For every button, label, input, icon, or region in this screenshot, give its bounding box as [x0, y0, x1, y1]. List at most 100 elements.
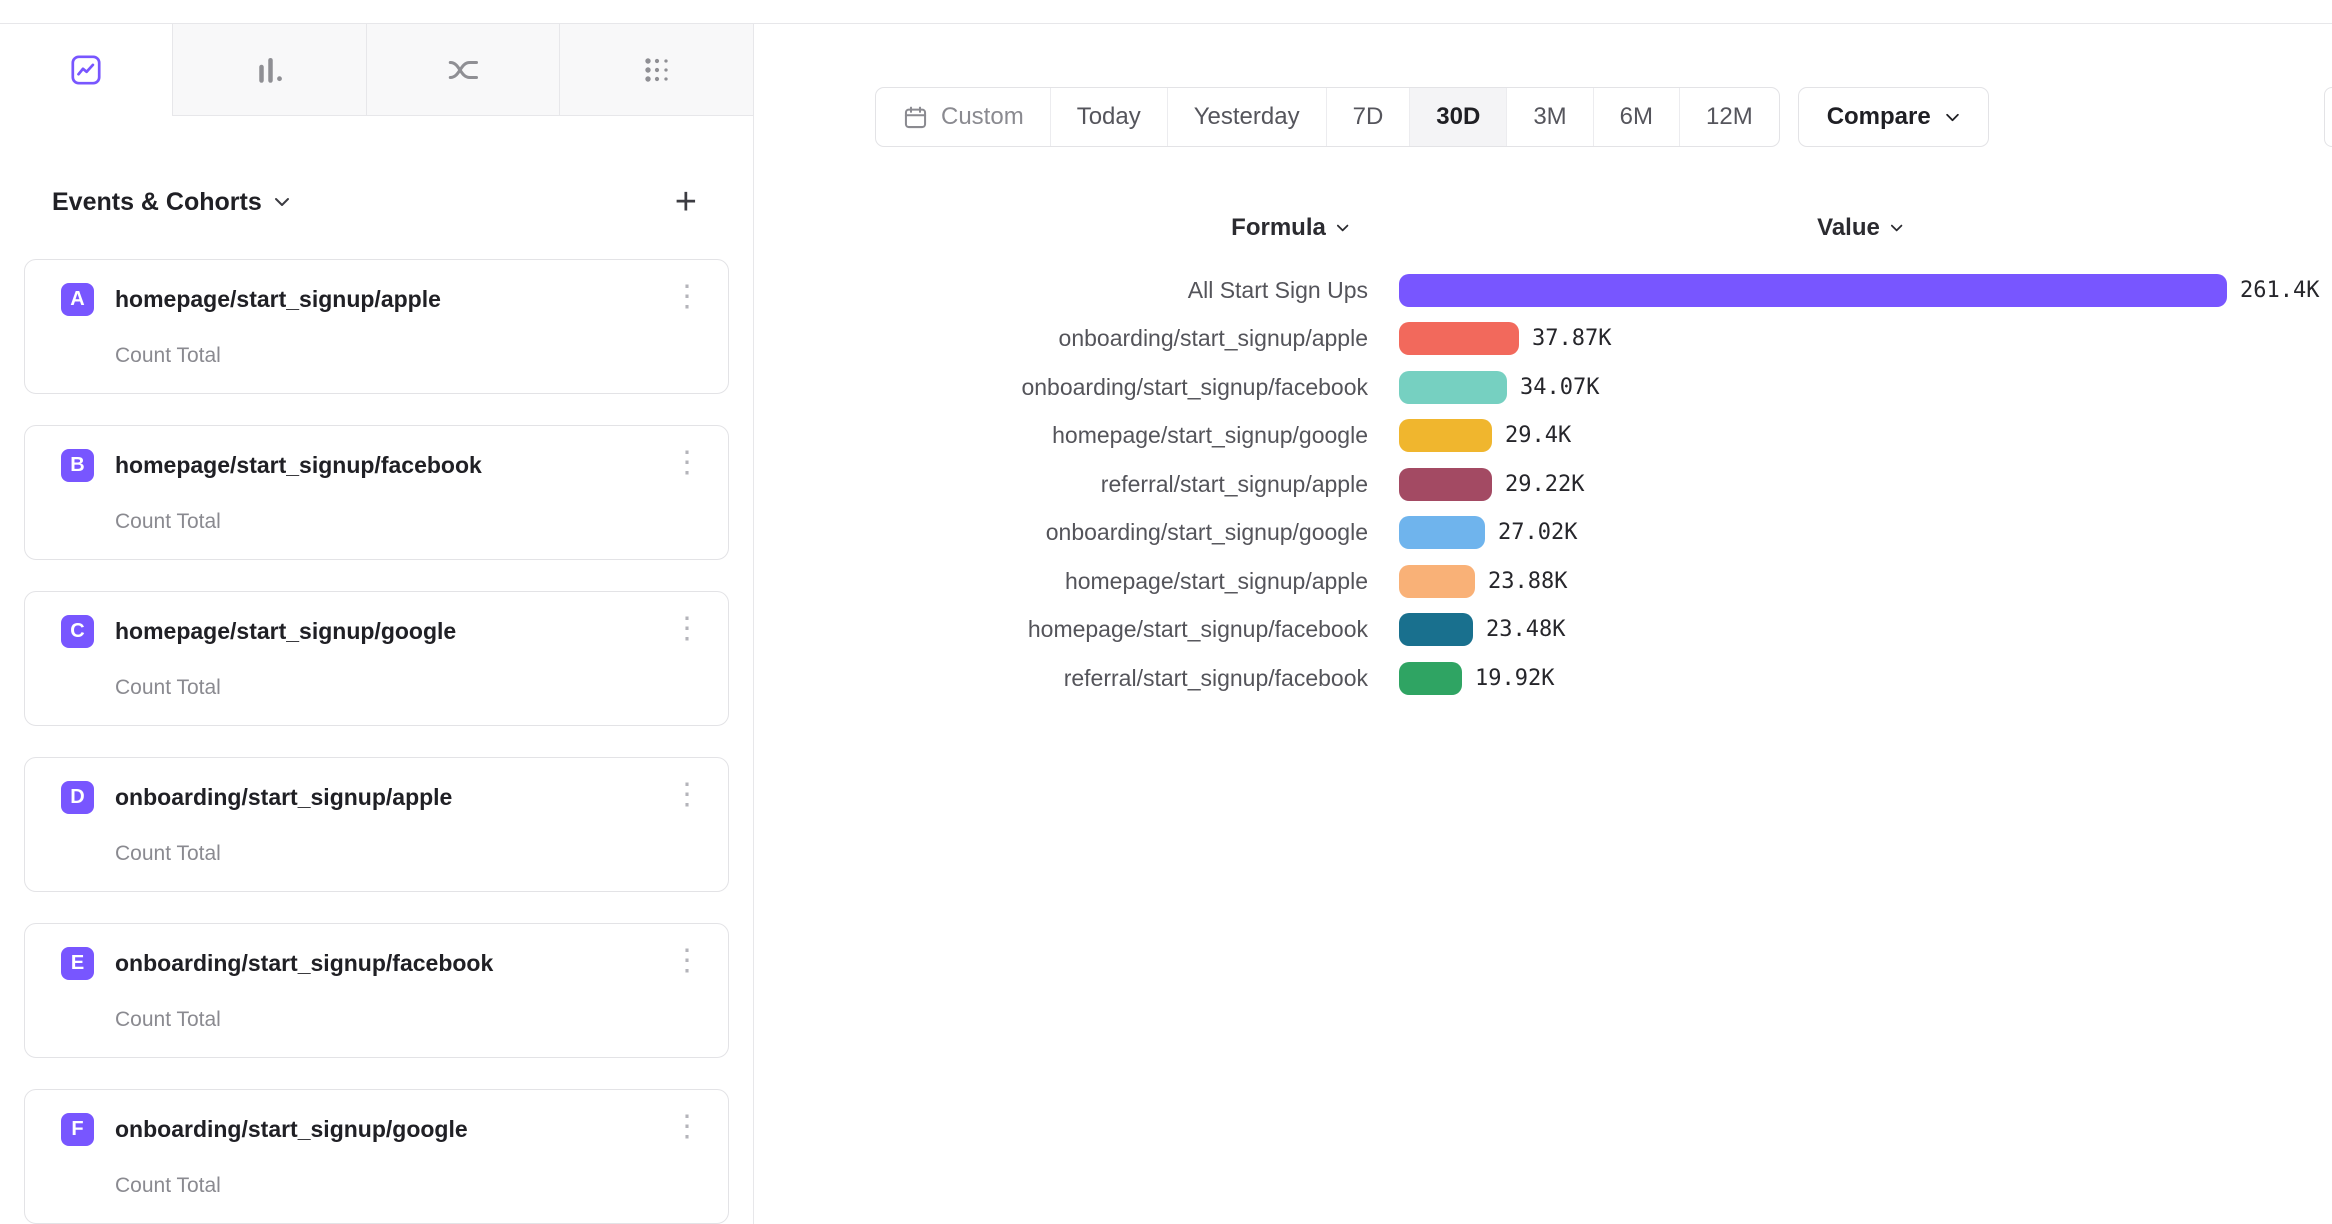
chart-type-tabstrip [0, 24, 754, 116]
event-metric[interactable]: Count Total [115, 676, 221, 699]
event-name: onboarding/start_signup/apple [115, 784, 453, 810]
date-range-yesterday[interactable]: Yesterday [1166, 88, 1326, 146]
bar-value: 37.87K [1532, 326, 1612, 352]
date-range-3m[interactable]: 3M [1506, 88, 1592, 146]
tab-line-chart[interactable] [0, 24, 172, 116]
kebab-menu-icon[interactable]: ⋮ [672, 280, 702, 313]
date-range-6m[interactable]: 6M [1592, 88, 1679, 146]
event-metric[interactable]: Count Total [115, 344, 221, 367]
event-name: homepage/start_signup/google [115, 618, 457, 644]
chevron-down-icon [274, 197, 290, 207]
event-card[interactable]: A homepage/start_signup/apple Count Tota… [24, 259, 729, 394]
bar-row: onboarding/start_signup/google 27.02K [755, 509, 2319, 558]
bar[interactable] [1399, 370, 1507, 404]
dot-grid-icon [639, 52, 675, 88]
date-range-today[interactable]: Today [1049, 88, 1167, 146]
bar[interactable] [1399, 322, 1519, 356]
date-range-segmented-control: Custom Today Yesterday 7D 30D 3M 6M 12M [875, 87, 1780, 147]
bar[interactable] [1399, 419, 1492, 453]
bar-row-label: homepage/start_signup/google [1052, 422, 1368, 449]
bar-row-label: homepage/start_signup/apple [1064, 567, 1368, 594]
bar-row-label: homepage/start_signup/facebook [1027, 616, 1368, 643]
kebab-menu-icon[interactable]: ⋮ [672, 446, 702, 479]
bar-row: homepage/start_signup/apple 23.88K [755, 557, 2319, 606]
date-range-30d[interactable]: 30D [1409, 88, 1507, 146]
event-metric[interactable]: Count Total [115, 1008, 221, 1031]
compare-button-label: Compare [1826, 103, 1931, 130]
bar-row-label: onboarding/start_signup/apple [1058, 325, 1368, 352]
tab-bar-chart[interactable] [172, 24, 366, 116]
bar-value: 27.02K [1498, 520, 1578, 546]
event-letter-badge: E [61, 947, 94, 980]
sidebar: Events & Cohorts + A homepage/start_sign… [0, 24, 754, 1224]
bar-row: referral/start_signup/facebook 19.92K [755, 654, 2319, 703]
bar-row: onboarding/start_signup/apple 37.87K [755, 315, 2319, 364]
bar-chart: All Start Sign Ups 261.4K onboarding/sta… [755, 266, 2319, 703]
kebab-menu-icon[interactable]: ⋮ [672, 1110, 702, 1143]
kebab-menu-icon[interactable]: ⋮ [672, 944, 702, 977]
bar-row: homepage/start_signup/google 29.4K [755, 412, 2319, 461]
date-range-12m[interactable]: 12M [1679, 88, 1779, 146]
event-card[interactable]: E onboarding/start_signup/facebook Count… [24, 923, 729, 1058]
bar[interactable] [1399, 273, 2227, 307]
event-letter-badge: C [61, 615, 94, 648]
date-range-custom-label: Custom [941, 103, 1024, 130]
event-letter-badge: B [61, 449, 94, 482]
bar[interactable] [1399, 564, 1475, 598]
value-column-label: Value [1817, 214, 1880, 241]
bar[interactable] [1399, 661, 1462, 695]
bar-row: All Start Sign Ups 261.4K [755, 266, 2319, 315]
formula-column-label: Formula [1231, 214, 1326, 241]
bar-row-label: referral/start_signup/apple [1100, 470, 1368, 497]
bar-value: 29.4K [1505, 423, 1572, 449]
bar-chart-icon [251, 52, 287, 88]
events-cohorts-header: Events & Cohorts + [52, 181, 697, 223]
event-list: A homepage/start_signup/apple Count Tota… [0, 259, 753, 1224]
bar[interactable] [1399, 516, 1485, 550]
events-cohorts-heading[interactable]: Events & Cohorts [52, 187, 262, 216]
compare-button[interactable]: Compare [1797, 87, 1989, 147]
tab-flows[interactable] [365, 24, 560, 116]
event-card[interactable]: F onboarding/start_signup/google Count T… [24, 1089, 729, 1224]
formula-column-header[interactable]: Formula [1231, 214, 1349, 242]
kebab-menu-icon[interactable]: ⋮ [672, 612, 702, 645]
bar-value: 34.07K [1520, 374, 1600, 400]
calendar-icon [902, 104, 929, 131]
value-column-header[interactable]: Value [1817, 214, 1903, 242]
event-metric[interactable]: Count Total [115, 1174, 221, 1197]
event-metric[interactable]: Count Total [115, 510, 221, 533]
flows-icon [445, 52, 481, 88]
tab-retention-grid[interactable] [559, 24, 754, 116]
bar-value: 29.22K [1505, 471, 1585, 497]
bar-value: 19.92K [1475, 665, 1555, 691]
bar-row: referral/start_signup/apple 29.22K [755, 460, 2319, 509]
event-name: homepage/start_signup/apple [115, 286, 441, 312]
bar-value: 23.48K [1486, 617, 1566, 643]
event-card[interactable]: B homepage/start_signup/facebook Count T… [24, 425, 729, 560]
chevron-down-icon [1336, 224, 1349, 232]
kebab-menu-icon[interactable]: ⋮ [672, 778, 702, 811]
bar-row: homepage/start_signup/facebook 23.48K [755, 606, 2319, 655]
chevron-down-icon [1890, 224, 1903, 232]
event-letter-badge: D [61, 781, 94, 814]
bar-row-label: All Start Sign Ups [1187, 276, 1368, 303]
event-card[interactable]: D onboarding/start_signup/apple Count To… [24, 757, 729, 892]
chevron-down-icon [1945, 113, 1960, 122]
main-panel: Custom Today Yesterday 7D 30D 3M 6M 12M … [755, 24, 2332, 1224]
bar-row-label: onboarding/start_signup/facebook [1021, 373, 1368, 400]
event-metric[interactable]: Count Total [115, 842, 221, 865]
add-event-button[interactable]: + [674, 181, 697, 223]
date-range-7d[interactable]: 7D [1325, 88, 1410, 146]
bar[interactable] [1399, 613, 1473, 647]
event-name: onboarding/start_signup/google [115, 1116, 468, 1142]
event-name: onboarding/start_signup/facebook [115, 950, 494, 976]
bar-value: 261.4K [2240, 277, 2320, 303]
bar-row: onboarding/start_signup/facebook 34.07K [755, 363, 2319, 412]
bar[interactable] [1399, 467, 1492, 501]
event-name: homepage/start_signup/facebook [115, 452, 482, 478]
date-range-custom[interactable]: Custom [876, 88, 1050, 146]
clipped-control[interactable] [2324, 87, 2332, 147]
line-chart-icon [68, 52, 104, 88]
event-card[interactable]: C homepage/start_signup/google Count Tot… [24, 591, 729, 726]
bar-row-label: onboarding/start_signup/google [1045, 519, 1368, 546]
